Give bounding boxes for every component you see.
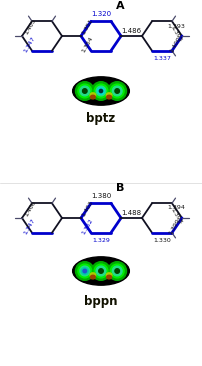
Circle shape xyxy=(78,264,91,278)
Circle shape xyxy=(80,266,89,276)
Text: 1.395: 1.395 xyxy=(168,25,182,43)
Circle shape xyxy=(117,84,123,90)
Circle shape xyxy=(94,92,100,98)
Ellipse shape xyxy=(104,86,113,96)
Circle shape xyxy=(107,82,126,100)
Text: 1.329: 1.329 xyxy=(92,238,109,243)
Ellipse shape xyxy=(90,275,95,279)
Circle shape xyxy=(83,269,86,273)
Text: 1.320: 1.320 xyxy=(90,11,110,17)
Circle shape xyxy=(94,84,100,90)
Text: 1.399: 1.399 xyxy=(167,218,181,236)
Text: 1.400: 1.400 xyxy=(168,36,181,54)
Circle shape xyxy=(94,84,107,98)
Circle shape xyxy=(91,262,110,280)
Text: 1.347: 1.347 xyxy=(23,218,36,236)
Circle shape xyxy=(96,266,105,276)
Circle shape xyxy=(78,272,84,278)
Circle shape xyxy=(94,264,100,270)
Circle shape xyxy=(114,89,119,93)
Ellipse shape xyxy=(90,93,95,97)
Circle shape xyxy=(78,84,84,90)
Text: 1.337: 1.337 xyxy=(152,56,170,60)
Circle shape xyxy=(112,86,121,96)
Ellipse shape xyxy=(106,275,111,279)
Text: 1.352: 1.352 xyxy=(80,218,93,236)
Circle shape xyxy=(80,86,89,96)
Circle shape xyxy=(117,272,123,278)
Text: 1.398: 1.398 xyxy=(168,207,182,225)
Ellipse shape xyxy=(106,273,111,277)
Text: 1.380: 1.380 xyxy=(90,193,110,199)
Circle shape xyxy=(110,264,116,270)
Ellipse shape xyxy=(104,266,113,276)
Circle shape xyxy=(85,84,91,90)
Circle shape xyxy=(82,89,87,93)
Circle shape xyxy=(99,89,102,93)
Circle shape xyxy=(97,87,104,94)
Circle shape xyxy=(78,92,84,98)
Ellipse shape xyxy=(88,86,97,96)
Circle shape xyxy=(94,272,100,278)
Circle shape xyxy=(112,266,121,276)
Text: 1.354: 1.354 xyxy=(80,36,93,54)
Text: B: B xyxy=(115,183,124,193)
Circle shape xyxy=(78,84,91,98)
Text: 1.406: 1.406 xyxy=(23,200,36,218)
Ellipse shape xyxy=(90,95,95,99)
Text: 1.394: 1.394 xyxy=(166,205,184,210)
Text: 1.330: 1.330 xyxy=(152,238,170,243)
Ellipse shape xyxy=(72,77,129,105)
Ellipse shape xyxy=(106,93,111,97)
Circle shape xyxy=(91,82,110,100)
Text: A: A xyxy=(115,1,124,11)
Ellipse shape xyxy=(72,257,129,285)
Ellipse shape xyxy=(106,95,111,99)
Circle shape xyxy=(85,264,91,270)
Text: 1.347: 1.347 xyxy=(23,36,36,54)
Circle shape xyxy=(75,82,94,100)
Circle shape xyxy=(117,264,123,270)
Circle shape xyxy=(96,86,105,96)
Text: 1.351: 1.351 xyxy=(80,18,93,36)
Circle shape xyxy=(107,262,126,280)
Ellipse shape xyxy=(88,266,97,276)
Circle shape xyxy=(78,264,84,270)
Circle shape xyxy=(117,92,123,98)
Text: 1.488: 1.488 xyxy=(121,210,141,216)
Circle shape xyxy=(85,272,91,278)
Text: 1.486: 1.486 xyxy=(121,28,141,34)
Circle shape xyxy=(110,84,123,98)
Circle shape xyxy=(75,262,94,280)
Text: bppn: bppn xyxy=(84,295,117,307)
Text: 1.393: 1.393 xyxy=(166,23,184,29)
Circle shape xyxy=(94,264,107,278)
Circle shape xyxy=(110,92,116,98)
Circle shape xyxy=(110,264,123,278)
Circle shape xyxy=(101,84,107,90)
Circle shape xyxy=(101,264,107,270)
Circle shape xyxy=(110,272,116,278)
Text: 1.405: 1.405 xyxy=(23,18,36,36)
Text: bptz: bptz xyxy=(86,112,115,126)
Circle shape xyxy=(101,92,107,98)
Ellipse shape xyxy=(90,273,95,277)
Circle shape xyxy=(85,92,91,98)
Circle shape xyxy=(98,269,103,273)
Circle shape xyxy=(110,84,116,90)
Circle shape xyxy=(114,269,119,273)
Circle shape xyxy=(101,272,107,278)
Text: 1.403: 1.403 xyxy=(80,200,93,218)
Circle shape xyxy=(81,268,88,274)
